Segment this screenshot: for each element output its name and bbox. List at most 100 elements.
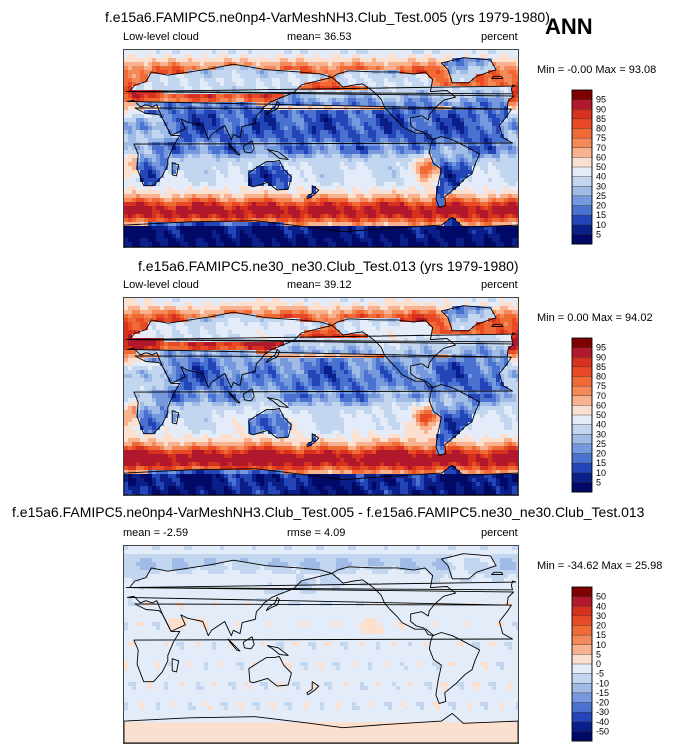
heatmap-cell (404, 110, 409, 115)
heatmap-cell (264, 226, 269, 231)
heatmap-cell (148, 174, 153, 179)
heatmap-cell (268, 98, 273, 103)
heatmap-cell (360, 110, 365, 115)
heatmap-cell (256, 198, 261, 203)
heatmap-cell (448, 194, 453, 199)
heatmap-cell (296, 54, 301, 59)
heatmap-cell (472, 114, 477, 119)
heatmap-cell (328, 86, 333, 91)
heatmap-cell (512, 214, 517, 219)
heatmap-cell (288, 206, 293, 211)
heatmap-cell (496, 146, 501, 151)
heatmap-cell (204, 158, 209, 163)
heatmap-cell (468, 170, 473, 175)
heatmap-cell (468, 82, 473, 87)
heatmap-cell (456, 98, 461, 103)
heatmap-cell (164, 130, 169, 135)
heatmap-cell (344, 90, 349, 95)
heatmap-cell (212, 190, 217, 195)
heatmap-cell (216, 234, 221, 239)
heatmap-cell (188, 66, 193, 71)
heatmap-cell (396, 238, 401, 243)
heatmap-cell (324, 234, 329, 239)
heatmap-cell (424, 194, 429, 199)
heatmap-cell (244, 234, 249, 239)
heatmap-cell (208, 230, 213, 235)
heatmap-cell (328, 102, 333, 107)
heatmap-cell (488, 194, 493, 199)
heatmap-cell (248, 214, 253, 219)
heatmap-cell (244, 50, 249, 55)
colorbar-tick-label: 80 (596, 124, 606, 134)
heatmap-cell (316, 174, 321, 179)
heatmap-cell (396, 126, 401, 131)
heatmap-cell (208, 130, 213, 135)
heatmap-cell (368, 98, 373, 103)
heatmap-cell (300, 194, 305, 199)
heatmap-cell (340, 170, 345, 175)
heatmap-cell (420, 186, 425, 191)
heatmap-cell (284, 138, 289, 143)
heatmap-cell (124, 242, 129, 247)
heatmap-cell (428, 246, 433, 247)
heatmap-cell (204, 242, 209, 247)
heatmap-cell (188, 146, 193, 151)
heatmap-cell (448, 226, 453, 231)
heatmap-cell (384, 230, 389, 235)
heatmap-cell (404, 62, 409, 67)
heatmap-cell (216, 242, 221, 247)
heatmap-cell (296, 78, 301, 83)
heatmap-cell (164, 86, 169, 91)
heatmap-cell (476, 210, 481, 215)
heatmap-cell (428, 234, 433, 239)
heatmap-cell (152, 62, 157, 67)
heatmap-cell (200, 86, 205, 91)
heatmap-cell (348, 130, 353, 135)
heatmap-cell (452, 134, 457, 139)
heatmap-cell (256, 222, 261, 227)
heatmap-cell (384, 82, 389, 87)
heatmap-cell (444, 94, 449, 99)
heatmap-cell (400, 86, 405, 91)
heatmap-cell (320, 118, 325, 123)
heatmap-cell (308, 202, 313, 207)
heatmap-cell (400, 210, 405, 215)
heatmap-cell (268, 170, 273, 175)
heatmap-cell (468, 246, 473, 247)
heatmap-cell (248, 118, 253, 123)
heatmap-cell (240, 98, 245, 103)
heatmap-cell (368, 90, 373, 95)
heatmap-cell (276, 154, 281, 159)
heatmap-cell (456, 146, 461, 151)
heatmap-cells (124, 50, 518, 247)
heatmap-cell (200, 50, 205, 55)
heatmap-cell (416, 230, 421, 235)
heatmap-cell (308, 102, 313, 107)
heatmap-cell (408, 58, 413, 63)
heatmap-cell (516, 98, 518, 103)
heatmap-cell (268, 238, 273, 243)
heatmap-cell (320, 186, 325, 191)
heatmap-cell (144, 174, 149, 179)
heatmap-cell (280, 94, 285, 99)
heatmap-cell (240, 118, 245, 123)
heatmap-cell (272, 194, 277, 199)
heatmap-cell (256, 134, 261, 139)
heatmap-cell (256, 122, 261, 127)
heatmap-cell (168, 194, 173, 199)
heatmap-cell (460, 122, 465, 127)
heatmap-cell (500, 146, 505, 151)
heatmap-cell (264, 182, 269, 187)
heatmap-cell (320, 58, 325, 63)
heatmap-cell (484, 90, 489, 95)
heatmap-cell (276, 50, 281, 55)
heatmap-cell (168, 102, 173, 107)
heatmap-cell (168, 110, 173, 115)
heatmap-cell (300, 94, 305, 99)
heatmap-cell (364, 66, 369, 71)
heatmap-cell (308, 122, 313, 127)
heatmap-cell (424, 182, 429, 187)
heatmap-cell (500, 86, 505, 91)
heatmap-cell (496, 158, 501, 163)
heatmap-cell (280, 198, 285, 203)
